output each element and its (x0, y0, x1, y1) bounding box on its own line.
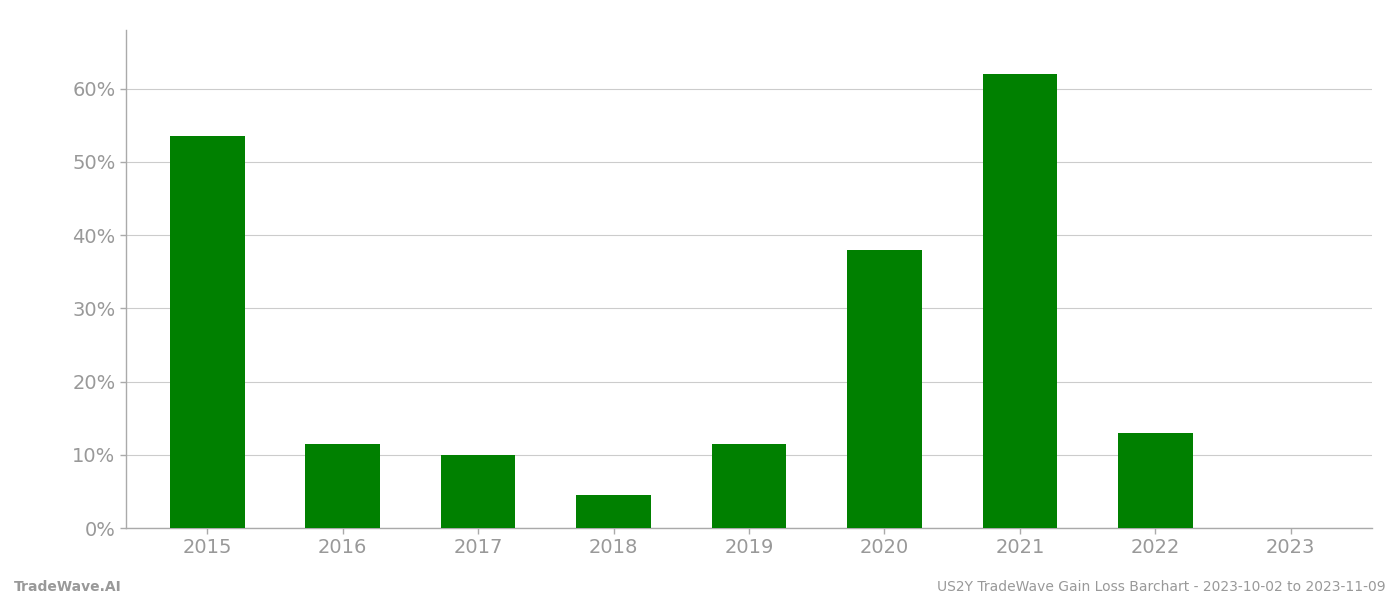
Bar (711, 444, 787, 528)
Bar (983, 74, 1057, 528)
Text: US2Y TradeWave Gain Loss Barchart - 2023-10-02 to 2023-11-09: US2Y TradeWave Gain Loss Barchart - 2023… (938, 580, 1386, 594)
Bar (577, 495, 651, 528)
Bar (441, 455, 515, 528)
Bar (305, 444, 379, 528)
Bar (847, 250, 921, 528)
Bar (1119, 433, 1193, 528)
Text: TradeWave.AI: TradeWave.AI (14, 580, 122, 594)
Bar (169, 136, 245, 528)
